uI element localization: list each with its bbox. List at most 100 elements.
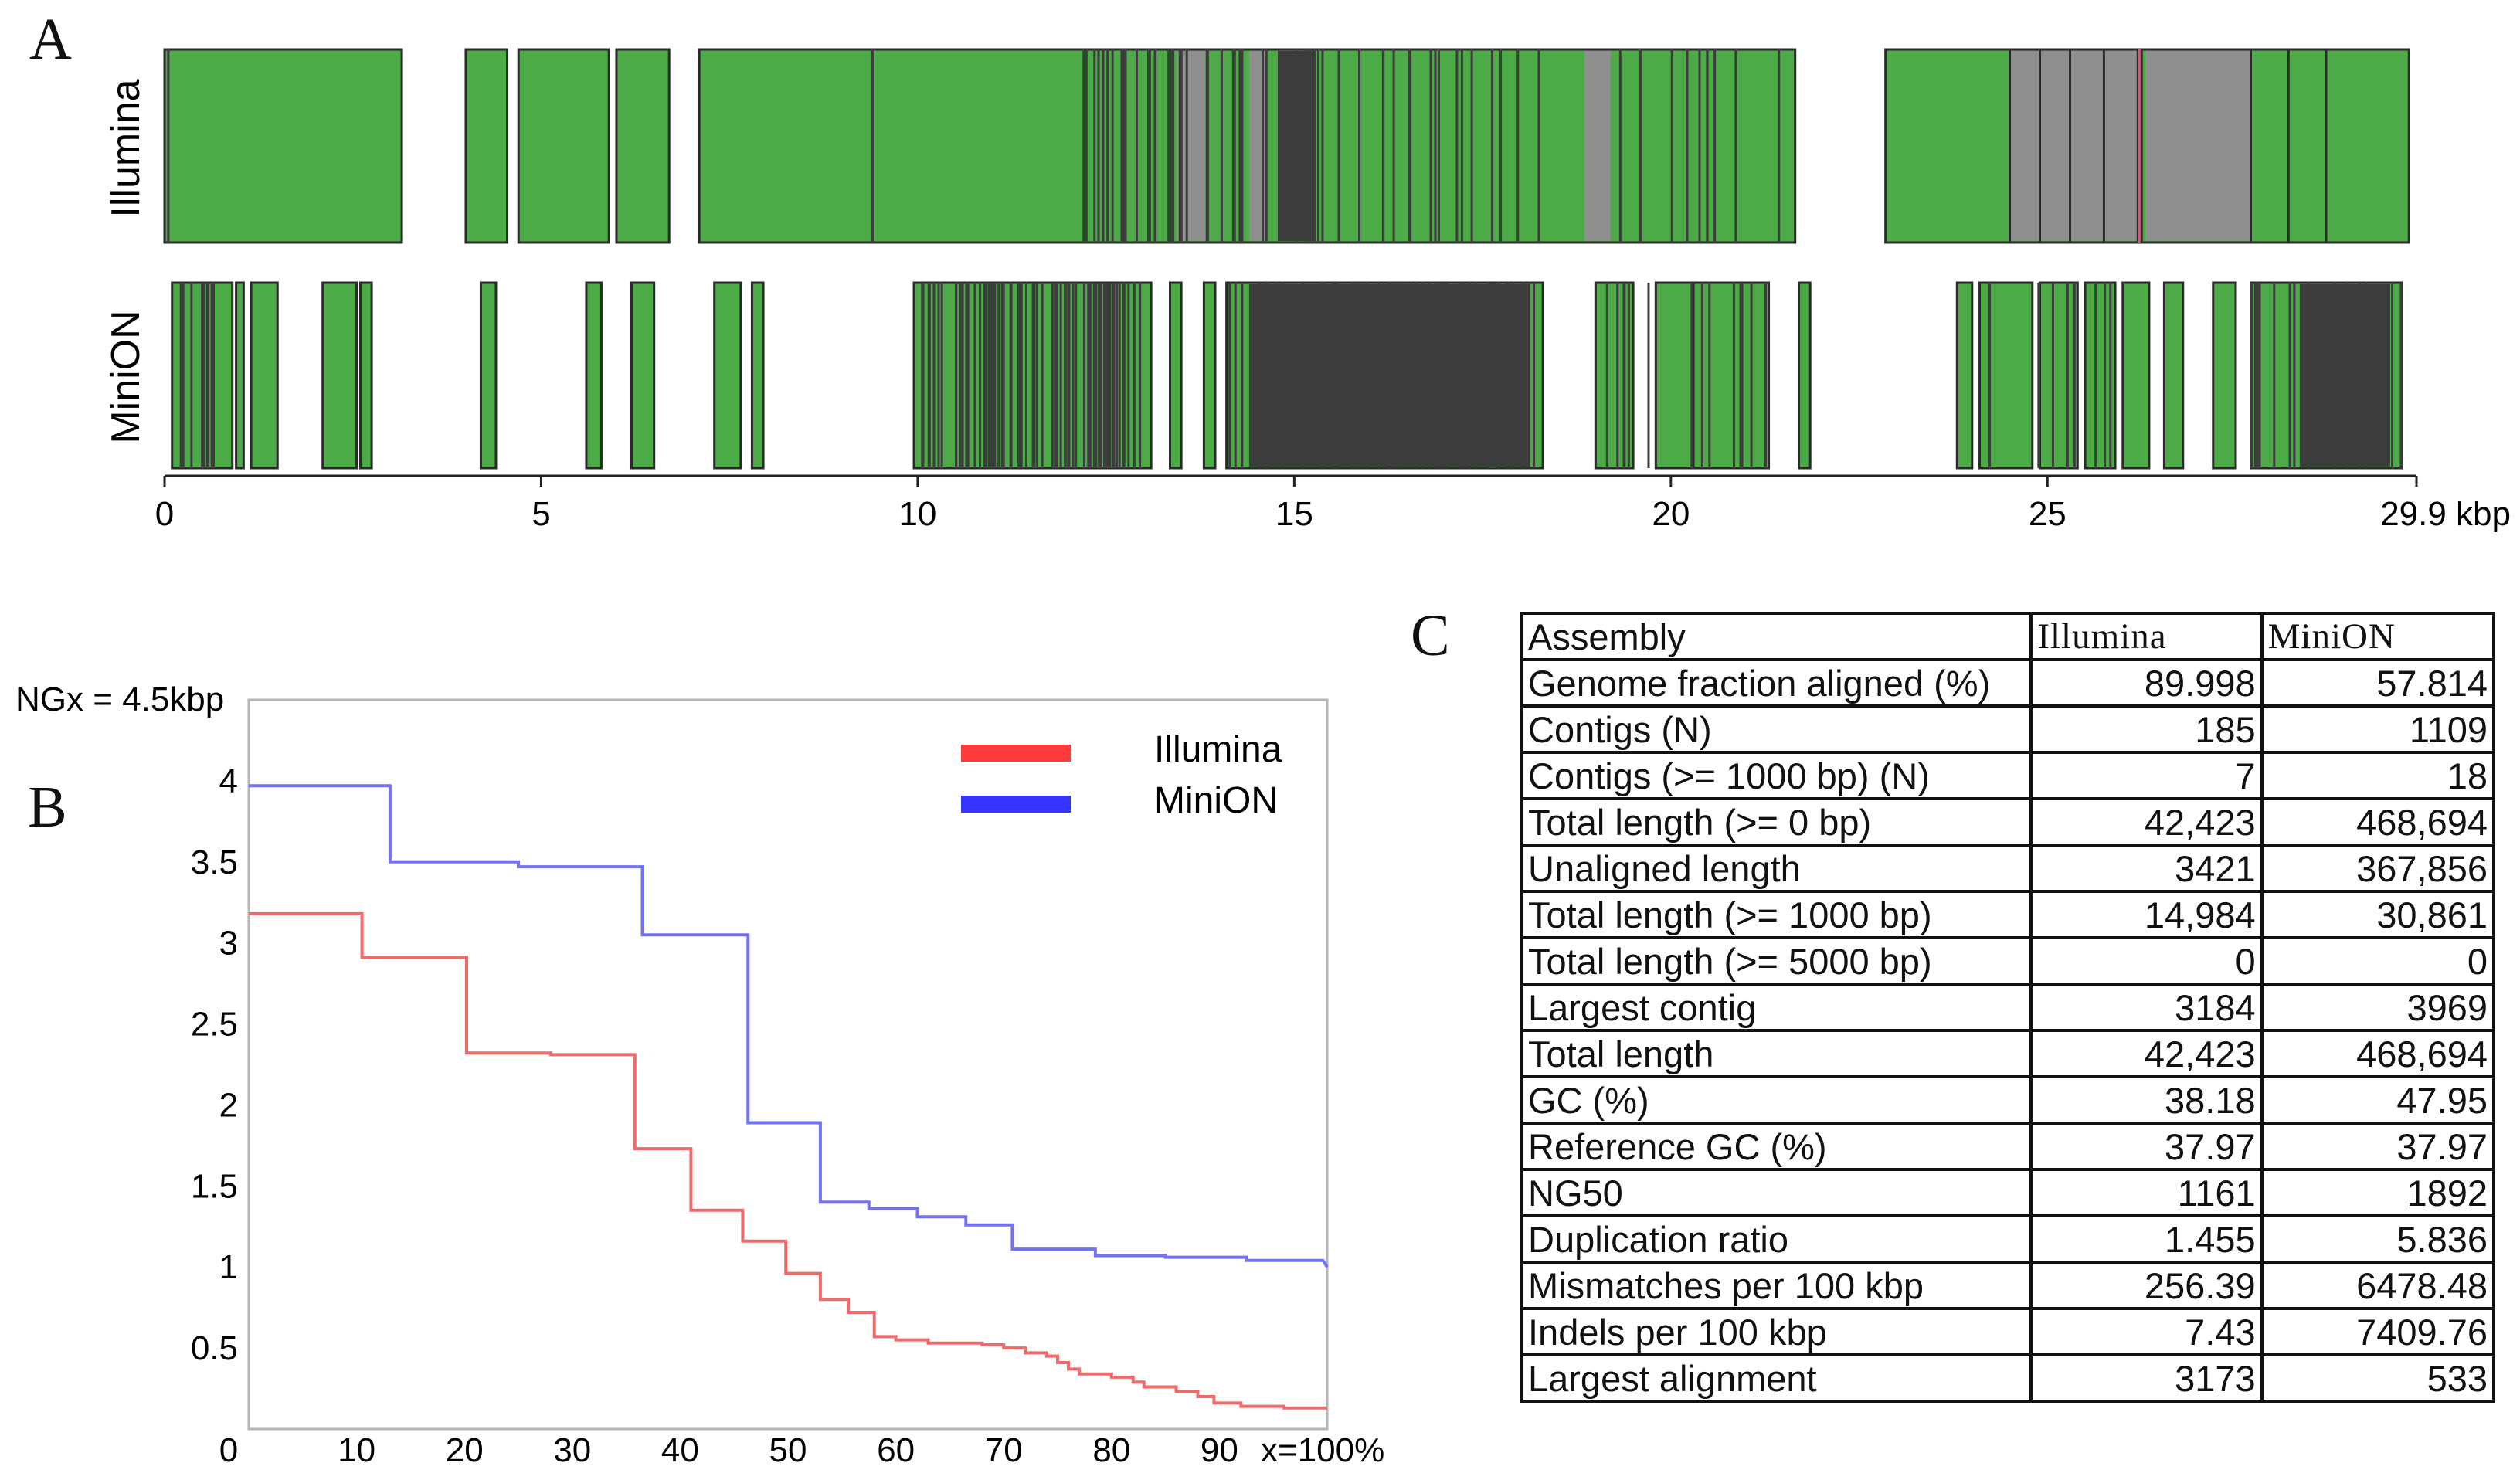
contig-block bbox=[1692, 281, 1771, 470]
metric-name: Duplication ratio bbox=[1520, 1214, 2033, 1264]
misassembled-region bbox=[2009, 51, 2138, 241]
illumina-value: 7.43 bbox=[2029, 1307, 2264, 1356]
metric-name: Contigs (>= 1000 bp) (N) bbox=[1520, 751, 2033, 800]
misassembled-region bbox=[2145, 51, 2251, 241]
header-assembly: Assembly bbox=[1520, 612, 2033, 661]
table-row: Contigs (>= 1000 bp) (N) 7 18 bbox=[1520, 751, 2496, 800]
illumina-value: 3173 bbox=[2029, 1353, 2264, 1403]
y-tick-label: 2.5 bbox=[191, 1006, 238, 1044]
table-row: Reference GC (%) 37.97 37.97 bbox=[1520, 1122, 2496, 1171]
table-row: Total length (>= 5000 bp) 0 0 bbox=[1520, 936, 2496, 986]
legend-swatch-illumina bbox=[961, 745, 1071, 762]
assembly-metrics-table: Assembly Illumina MiniON Genome fraction… bbox=[1520, 612, 2496, 1403]
contig-block bbox=[1169, 281, 1183, 470]
y-axis-ticks: 0.5 1 1.5 2 2.5 3 3.5 4 bbox=[191, 762, 238, 1367]
metric-name: Largest contig bbox=[1520, 983, 2033, 1032]
x-tick-label: 30 bbox=[553, 1431, 591, 1469]
metric-name: Mismatches per 100 kbp bbox=[1520, 1261, 2033, 1310]
illumina-value: 0 bbox=[2029, 936, 2264, 986]
x-axis-label: x=100% bbox=[1261, 1431, 1384, 1469]
metric-name: Reference GC (%) bbox=[1520, 1122, 2033, 1171]
y-tick-label: 4 bbox=[219, 762, 238, 800]
minion-value: 57.814 bbox=[2260, 658, 2496, 708]
y-tick-label: 1 bbox=[219, 1248, 238, 1286]
table-body: Genome fraction aligned (%) 89.998 57.814 C… bbox=[1520, 658, 2496, 1403]
table-row: GC (%) 38.18 47.95 bbox=[1520, 1075, 2496, 1125]
illumina-value: 1161 bbox=[2029, 1168, 2264, 1217]
genome-axis-tick-label: 0 bbox=[155, 495, 174, 533]
gap-region bbox=[2299, 284, 2390, 467]
x-tick-label: 90 bbox=[1201, 1431, 1238, 1469]
illumina-value: 14,984 bbox=[2029, 890, 2264, 939]
series-line-illumina bbox=[249, 911, 1327, 1410]
contig-block bbox=[1978, 281, 2034, 470]
illumina-value: 3184 bbox=[2029, 983, 2264, 1032]
contig-block bbox=[479, 281, 498, 470]
x-tick-label: 0 bbox=[219, 1431, 238, 1469]
track-label-illumina: Illumina bbox=[104, 79, 148, 217]
genome-axis-tick-label: 10 bbox=[898, 495, 936, 533]
minion-value: 47.95 bbox=[2260, 1075, 2496, 1125]
minion-value: 1892 bbox=[2260, 1168, 2496, 1217]
y-tick-label: 1.5 bbox=[191, 1167, 238, 1205]
x-tick-label: 50 bbox=[769, 1431, 807, 1469]
illumina-value: 42,423 bbox=[2029, 797, 2264, 847]
metric-name: Genome fraction aligned (%) bbox=[1520, 658, 2033, 708]
x-tick-label: 80 bbox=[1092, 1431, 1130, 1469]
plot-area bbox=[247, 698, 1329, 1431]
illumina-value: 37.97 bbox=[2029, 1122, 2264, 1171]
genome-axis-ticks: 0 5 10 15 20 25 bbox=[155, 476, 2418, 533]
table-row: Unaligned length 3421 367,856 bbox=[1520, 844, 2496, 893]
minion-value: 6478.48 bbox=[2260, 1261, 2496, 1310]
metric-name: NG50 bbox=[1520, 1168, 2033, 1217]
header-minion: MiniON bbox=[2260, 612, 2496, 661]
legend-swatch-minion bbox=[961, 796, 1071, 813]
table-header-row: Assembly Illumina MiniON bbox=[1520, 612, 2496, 661]
minion-value: 367,856 bbox=[2260, 844, 2496, 893]
illumina-value: 7 bbox=[2029, 751, 2264, 800]
contig-block bbox=[358, 281, 373, 470]
contig-block bbox=[750, 281, 765, 470]
contig-block bbox=[585, 281, 603, 470]
contig-block bbox=[250, 281, 279, 470]
genome-axis-end-label: 29.9 kbp bbox=[2380, 495, 2511, 533]
table-row: Genome fraction aligned (%) 89.998 57.814 bbox=[1520, 658, 2496, 708]
contig-block bbox=[630, 281, 656, 470]
contig-block bbox=[1798, 281, 1812, 470]
table-row: Contigs (N) 185 1109 bbox=[1520, 704, 2496, 754]
illumina-value: 42,423 bbox=[2029, 1029, 2264, 1078]
track-label-minion: MiniON bbox=[104, 310, 148, 443]
x-axis-ticks: 0 10 20 30 40 50 60 70 80 90 bbox=[219, 1431, 1238, 1469]
ngx-chart: NGx = 4.5kbp 0.5 1 1.5 2 2.5 3 3.5 4 0 10 20 30 40 5… bbox=[15, 681, 1384, 1469]
genome-axis-tick-label: 15 bbox=[1275, 495, 1313, 533]
legend-label-illumina: Illumina bbox=[1154, 729, 1282, 770]
minion-value: 30,861 bbox=[2260, 890, 2496, 939]
chart-series bbox=[249, 784, 1329, 1410]
metric-name: Total length (>= 1000 bp) bbox=[1520, 890, 2033, 939]
y-tick-label: 3 bbox=[219, 925, 238, 962]
contig-block bbox=[1202, 281, 1217, 470]
contig-block bbox=[1654, 281, 1695, 470]
illumina-value: 185 bbox=[2029, 704, 2264, 754]
genome-axis-tick-label: 25 bbox=[2029, 495, 2067, 533]
x-tick-label: 40 bbox=[661, 1431, 699, 1469]
panel-b-label: B bbox=[28, 775, 67, 840]
metric-name: Indels per 100 kbp bbox=[1520, 1307, 2033, 1356]
contig-block bbox=[698, 48, 1797, 244]
chart-legend: Illumina MiniON bbox=[961, 729, 1282, 821]
metric-name: Largest alignment bbox=[1520, 1353, 2033, 1403]
contig-block bbox=[2121, 281, 2151, 470]
contig-block bbox=[517, 48, 610, 244]
metric-name: Total length bbox=[1520, 1029, 2033, 1078]
minion-value: 468,694 bbox=[2260, 1029, 2496, 1078]
minion-value: 1109 bbox=[2260, 704, 2496, 754]
minion-value: 533 bbox=[2260, 1353, 2496, 1403]
minion-value: 18 bbox=[2260, 751, 2496, 800]
table-row: Largest contig 3184 3969 bbox=[1520, 983, 2496, 1032]
contig-block bbox=[2162, 281, 2185, 470]
y-tick-label: 2 bbox=[219, 1086, 238, 1124]
contig-block bbox=[464, 48, 509, 244]
table-row: NG50 1161 1892 bbox=[1520, 1168, 2496, 1217]
metric-name: Total length (>= 5000 bp) bbox=[1520, 936, 2033, 986]
contig-block bbox=[235, 281, 245, 470]
